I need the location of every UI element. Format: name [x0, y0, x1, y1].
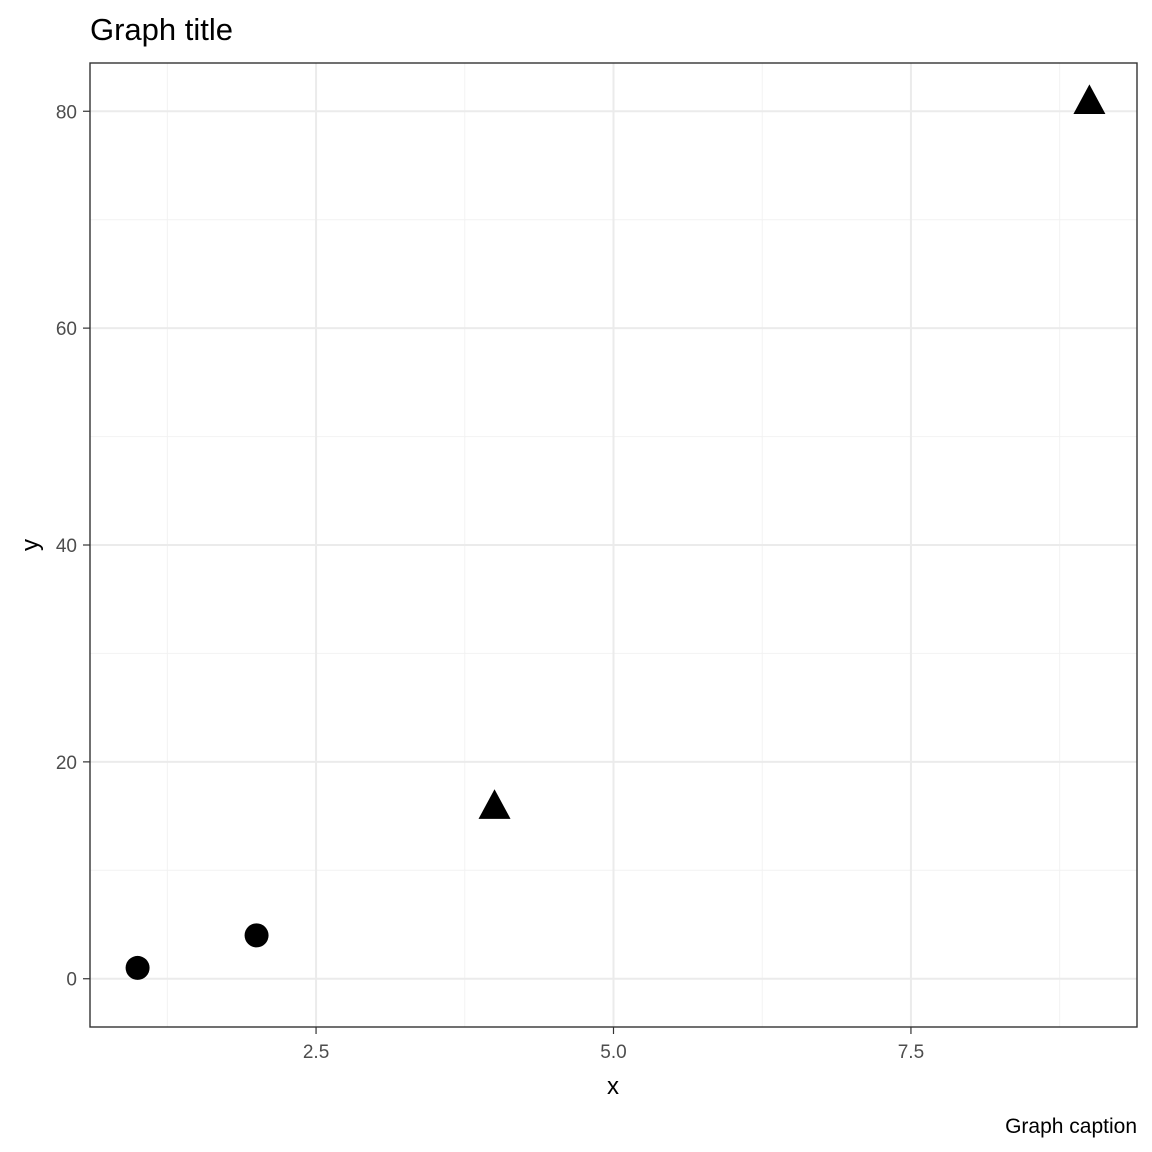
data-point-circle	[244, 923, 269, 948]
y-tick-label: 20	[56, 753, 77, 774]
y-tick-label: 0	[66, 970, 77, 991]
x-tick-label: 2.5	[303, 1042, 329, 1063]
x-tick-label: 5.0	[600, 1042, 626, 1063]
y-axis-title: y	[17, 539, 44, 551]
data-point-triangle	[1073, 84, 1106, 115]
x-tick-label: 7.5	[898, 1042, 924, 1063]
chart-title: Graph title	[90, 12, 233, 47]
data-point-circle	[125, 955, 150, 980]
data-point-triangle	[478, 789, 511, 819]
grid-lines	[90, 63, 1137, 1027]
y-tick-label: 60	[56, 319, 77, 340]
y-tick-label: 80	[56, 102, 77, 123]
axis-ticks: 2.5 5.0 7.5 0 20 40 60 80	[56, 102, 924, 1063]
data-points	[125, 84, 1106, 980]
x-axis-title: x	[607, 1073, 619, 1100]
chart-caption: Graph caption	[1005, 1115, 1137, 1138]
y-tick-label: 40	[56, 536, 77, 557]
